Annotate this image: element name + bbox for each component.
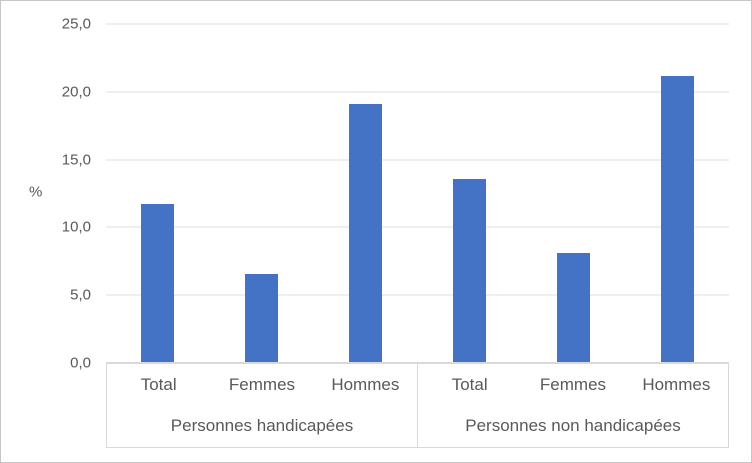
y-tick-label-5: 5,0 (70, 286, 91, 304)
bar-personnes-handicap-es-total (141, 204, 175, 363)
y-tick-label-25: 25,0 (61, 15, 91, 33)
axis-category-row: Total Femmes Hommes (107, 364, 417, 406)
y-axis-title: % (29, 183, 43, 201)
group-label: Personnes non handicapées (465, 416, 681, 436)
category-label-femmes: Femmes (228, 374, 296, 394)
y-tick-label-10: 10,0 (61, 218, 91, 236)
gridline-20 (106, 90, 729, 93)
y-tick-label-20: 20,0 (61, 83, 91, 101)
y-tick-label-15: 15,0 (61, 151, 91, 169)
axis-group-1: Total Femmes Hommes Personnes handicapées (107, 364, 417, 447)
category-label-total: Total (140, 374, 177, 394)
axis-group-2: Total Femmes Hommes Personnes non handicapé… (417, 364, 728, 447)
category-label-hommes: Hommes (642, 374, 711, 394)
group-label: Personnes handicapées (170, 416, 354, 436)
category-label-femmes: Femmes (539, 374, 607, 394)
plot-area (106, 23, 729, 363)
bar-personnes-handicap-es-hommes (349, 104, 383, 363)
gridline-25 (106, 23, 729, 25)
gridline-5 (106, 294, 729, 297)
y-tick-label-0: 0,0 (70, 354, 91, 372)
bar-personnes-non-handicap-es-femmes (556, 253, 590, 363)
category-axis: Total Femmes Hommes Personnes handicapées To… (106, 364, 729, 448)
category-label-total: Total (451, 374, 488, 394)
bar-personnes-handicap-es-femmes (245, 273, 279, 363)
axis-category-row: Total Femmes Hommes (418, 364, 728, 406)
bar-personnes-non-handicap-es-total (452, 178, 486, 363)
gridline-10 (106, 226, 729, 229)
bar-personnes-non-handicap-es-hommes (660, 75, 694, 363)
category-label-hommes: Hommes (331, 374, 400, 394)
x-axis-line (106, 362, 729, 364)
gridline-15 (106, 158, 729, 161)
